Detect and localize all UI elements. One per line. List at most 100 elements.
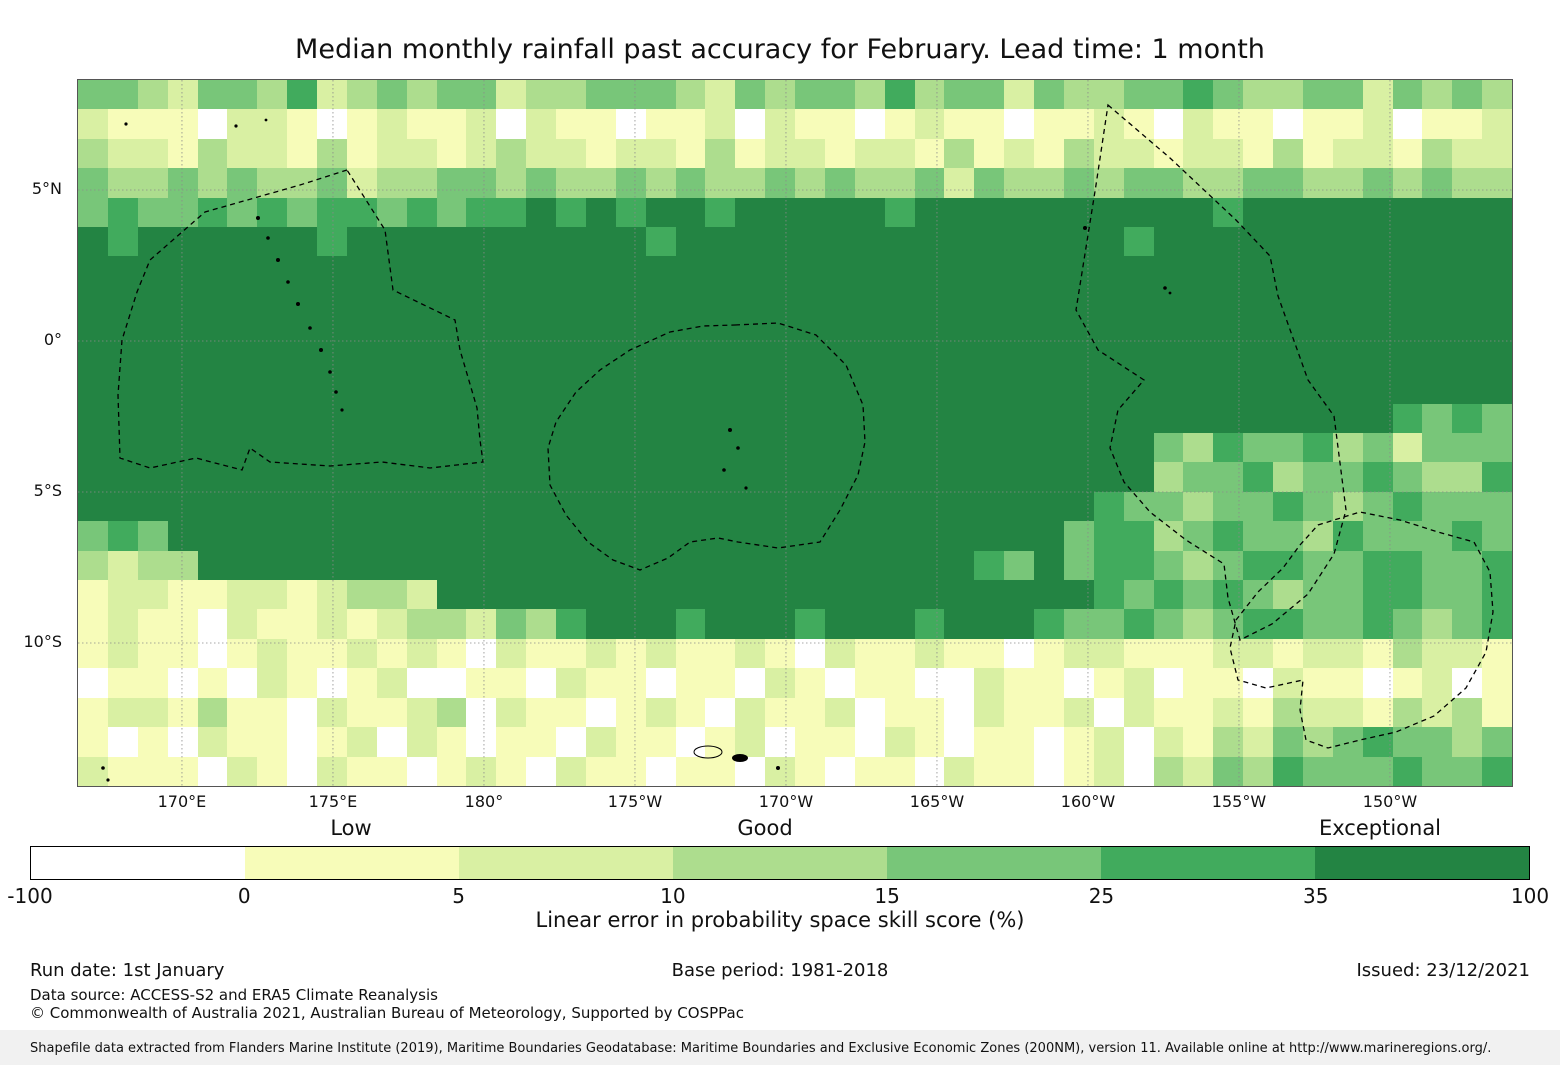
heatmap-cell xyxy=(317,697,347,728)
heatmap-cell xyxy=(854,109,885,139)
heatmap-cell xyxy=(914,168,945,198)
heatmap-cell xyxy=(1183,374,1214,404)
heatmap-cell xyxy=(1034,491,1064,522)
heatmap-cell xyxy=(346,462,377,492)
heatmap-cell xyxy=(1153,697,1184,728)
heatmap-cell xyxy=(496,580,527,610)
heatmap-cell xyxy=(1063,462,1094,492)
heatmap-cell xyxy=(765,109,795,139)
heatmap-cell xyxy=(675,609,706,639)
heatmap-cell xyxy=(1332,462,1363,492)
heatmap-cell xyxy=(107,491,138,522)
heatmap-cell xyxy=(287,521,317,551)
heatmap-cell xyxy=(436,138,467,169)
heatmap-cell xyxy=(556,285,586,316)
x-tick-label: 170°E xyxy=(157,792,207,811)
heatmap-cell xyxy=(526,344,556,375)
heatmap-cell xyxy=(197,197,228,228)
heatmap-cell xyxy=(1273,285,1303,316)
heatmap-cell xyxy=(1482,403,1512,433)
heatmap-cell xyxy=(1332,109,1363,139)
heatmap-cell xyxy=(1123,197,1154,228)
heatmap-cell xyxy=(735,668,766,698)
heatmap-cell xyxy=(1392,374,1423,404)
heatmap-cell xyxy=(257,727,288,757)
heatmap-cell xyxy=(585,580,616,610)
colorbar-tick-label: 0 xyxy=(237,884,251,908)
heatmap-cell xyxy=(376,227,407,257)
heatmap-cell xyxy=(197,285,228,316)
heatmap-cell xyxy=(974,550,1005,581)
heatmap-cell xyxy=(257,462,288,492)
heatmap-cell xyxy=(705,138,736,169)
heatmap-cell xyxy=(1183,109,1214,139)
heatmap-cell xyxy=(466,756,497,786)
heatmap-cell xyxy=(1034,521,1064,551)
heatmap-cell xyxy=(78,109,108,139)
heatmap-cell xyxy=(884,609,915,639)
heatmap-cell xyxy=(735,197,766,228)
heatmap-cell xyxy=(556,668,586,698)
heatmap-cell xyxy=(137,727,168,757)
heatmap-cell xyxy=(137,138,168,169)
heatmap-cell xyxy=(765,580,795,610)
heatmap-cell xyxy=(1302,668,1333,698)
heatmap-cell xyxy=(884,227,915,257)
heatmap-cell xyxy=(1004,580,1034,610)
colorbar xyxy=(30,846,1530,880)
heatmap-cell xyxy=(556,550,586,581)
heatmap-cell xyxy=(466,403,497,433)
heatmap-cell xyxy=(1452,227,1483,257)
heatmap-cell xyxy=(1004,756,1034,786)
heatmap-cell xyxy=(287,727,317,757)
heatmap-cell xyxy=(317,374,347,404)
heatmap-cell xyxy=(466,727,497,757)
heatmap-cell xyxy=(466,580,497,610)
heatmap-cell xyxy=(914,109,945,139)
heatmap-cell xyxy=(1332,227,1363,257)
heatmap-cell xyxy=(675,668,706,698)
heatmap-cell xyxy=(1063,168,1094,198)
heatmap-cell xyxy=(317,138,347,169)
heatmap-cell xyxy=(287,550,317,581)
x-tick-label: 165°W xyxy=(909,792,965,811)
heatmap-cell xyxy=(1004,550,1034,581)
heatmap-cell xyxy=(1273,109,1303,139)
heatmap-cell xyxy=(914,697,945,728)
heatmap-cell xyxy=(974,432,1005,463)
heatmap-cell xyxy=(944,168,975,198)
heatmap-cell xyxy=(824,432,855,463)
heatmap-cell xyxy=(1273,580,1303,610)
heatmap-cell xyxy=(287,315,317,345)
heatmap-cell xyxy=(346,609,377,639)
heatmap-cell xyxy=(466,227,497,257)
heatmap-cell xyxy=(824,403,855,433)
heatmap-cell xyxy=(1034,138,1064,169)
heatmap-cell xyxy=(526,727,556,757)
heatmap-cell xyxy=(824,550,855,581)
heatmap-cell xyxy=(1034,109,1064,139)
heatmap-cell xyxy=(854,727,885,757)
heatmap-cell xyxy=(795,344,825,375)
heatmap-cell xyxy=(436,227,467,257)
heatmap-cell xyxy=(1034,727,1064,757)
heatmap-cell xyxy=(1482,285,1512,316)
heatmap-cell xyxy=(675,697,706,728)
heatmap-cell xyxy=(197,609,228,639)
eez-boundaries xyxy=(117,103,1494,749)
heatmap-cell xyxy=(526,285,556,316)
heatmap-cell xyxy=(1093,227,1124,257)
heatmap-cell xyxy=(1123,756,1154,786)
heatmap-cell xyxy=(585,197,616,228)
heatmap-cell xyxy=(585,403,616,433)
heatmap-cell xyxy=(854,668,885,698)
heatmap-cell xyxy=(346,432,377,463)
heatmap-cell xyxy=(436,521,467,551)
heatmap-cell xyxy=(137,756,168,786)
heatmap-cell xyxy=(167,521,198,551)
heatmap-cell xyxy=(1302,285,1333,316)
heatmap-cell xyxy=(1452,668,1483,698)
heatmap-cell xyxy=(675,550,706,581)
heatmap-cell xyxy=(137,344,168,375)
heatmap-cell xyxy=(854,697,885,728)
